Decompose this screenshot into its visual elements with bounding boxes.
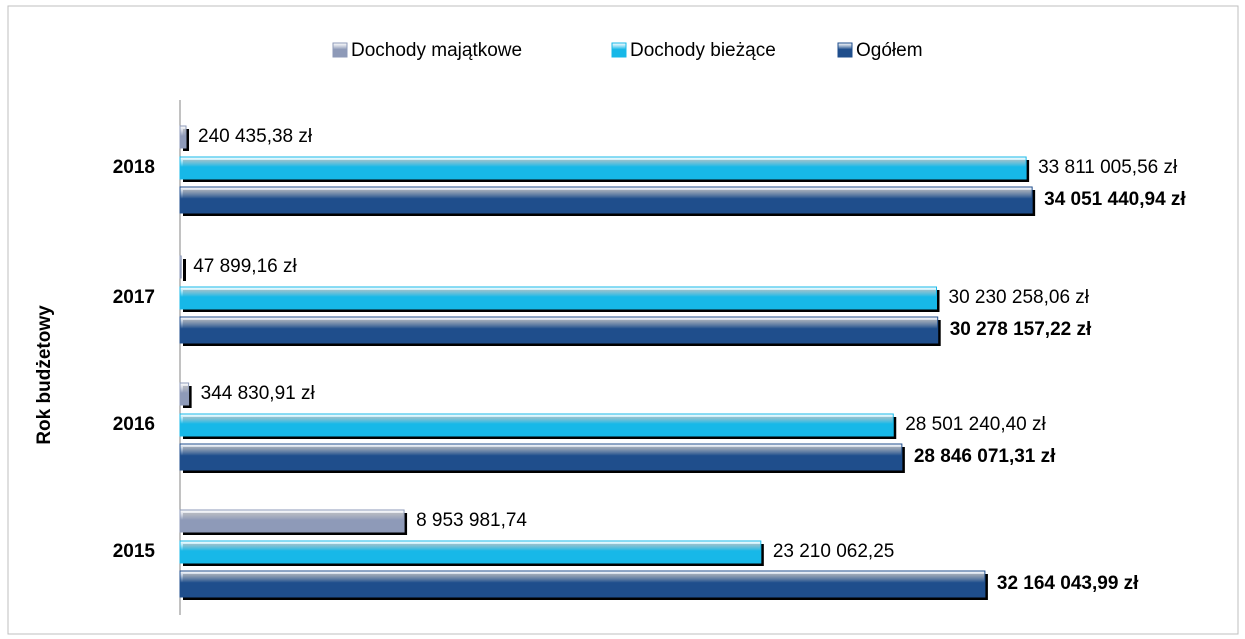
bar bbox=[179, 570, 986, 598]
value-label: 8 953 981,74 bbox=[416, 510, 527, 531]
legend-label: Dochody bieżące bbox=[630, 40, 776, 61]
value-label: 28 501 240,40 zł bbox=[905, 414, 1046, 435]
value-label: 344 830,91 zł bbox=[201, 383, 316, 404]
legend-swatch bbox=[611, 42, 627, 58]
y-tick-label: 2017 bbox=[113, 287, 155, 308]
legend-label: Dochody majątkowe bbox=[351, 40, 522, 61]
y-tick-label: 2015 bbox=[113, 541, 156, 562]
bar bbox=[179, 186, 1033, 214]
bar bbox=[179, 443, 903, 471]
bar bbox=[179, 509, 405, 533]
value-label: 34 051 440,94 zł bbox=[1044, 189, 1186, 210]
value-label: 32 164 043,99 zł bbox=[997, 573, 1139, 594]
value-label: 240 435,38 zł bbox=[198, 126, 313, 147]
value-label: 30 230 258,06 zł bbox=[949, 287, 1090, 308]
bar bbox=[179, 286, 938, 310]
y-tick-label: 2016 bbox=[113, 414, 155, 435]
value-label: 28 846 071,31 zł bbox=[914, 446, 1056, 467]
value-label: 30 278 157,22 zł bbox=[950, 319, 1092, 340]
bar bbox=[179, 255, 182, 279]
bar bbox=[179, 156, 1027, 180]
value-label: 47 899,16 zł bbox=[193, 256, 297, 277]
value-label: 23 210 062,25 bbox=[773, 541, 895, 562]
legend-swatch bbox=[332, 42, 348, 58]
bar bbox=[179, 316, 939, 344]
y-axis-title: Rok budżetowy bbox=[34, 305, 55, 445]
bar bbox=[179, 540, 762, 564]
y-tick-label: 2018 bbox=[113, 157, 155, 178]
value-label: 33 811 005,56 zł bbox=[1038, 157, 1178, 178]
bar bbox=[179, 125, 187, 149]
bar bbox=[179, 382, 190, 406]
legend-label: Ogółem bbox=[856, 40, 923, 61]
bar-shadow bbox=[183, 259, 186, 281]
legend-swatch bbox=[837, 42, 853, 58]
bar bbox=[179, 413, 894, 437]
